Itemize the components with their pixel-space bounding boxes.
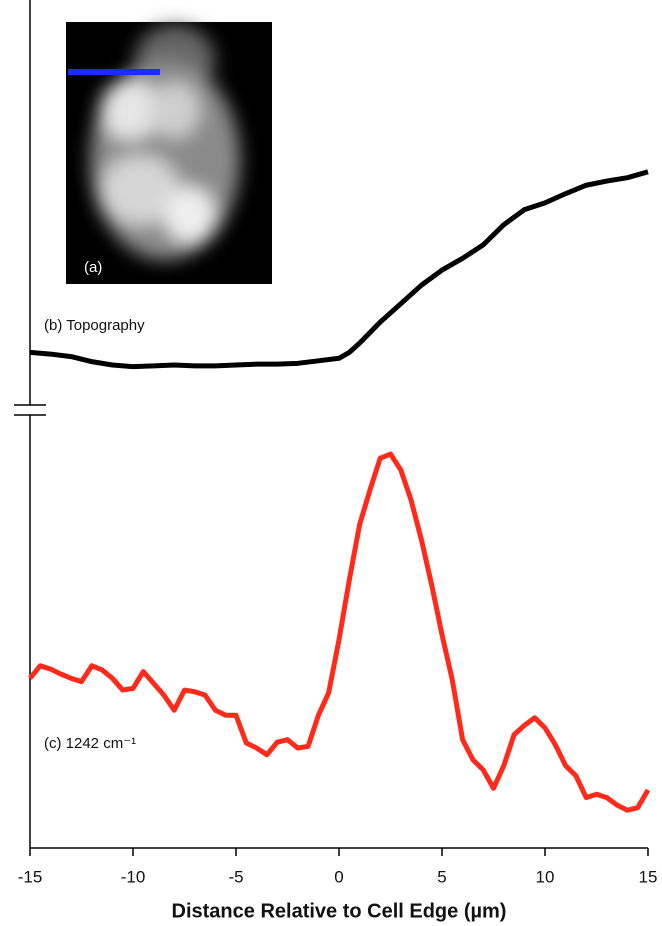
x-tick-label: 15 (639, 867, 658, 886)
series-label: (b) Topography (44, 317, 145, 334)
data-line (29, 169, 649, 370)
x-tick-label: 5 (437, 867, 446, 886)
inset-label: (a) (84, 259, 102, 276)
x-tick-label: -5 (228, 867, 243, 886)
x-tick-label: 0 (334, 867, 343, 886)
x-tick-label: 10 (536, 867, 555, 886)
x-tick-label: -10 (121, 867, 146, 886)
series-label: (c) 1242 cm⁻¹ (44, 735, 136, 752)
x-tick-label: -15 (18, 867, 43, 886)
inset-image (66, 22, 272, 284)
data-line (28, 451, 651, 813)
x-axis-label: Distance Relative to Cell Edge (µm) (172, 900, 507, 922)
